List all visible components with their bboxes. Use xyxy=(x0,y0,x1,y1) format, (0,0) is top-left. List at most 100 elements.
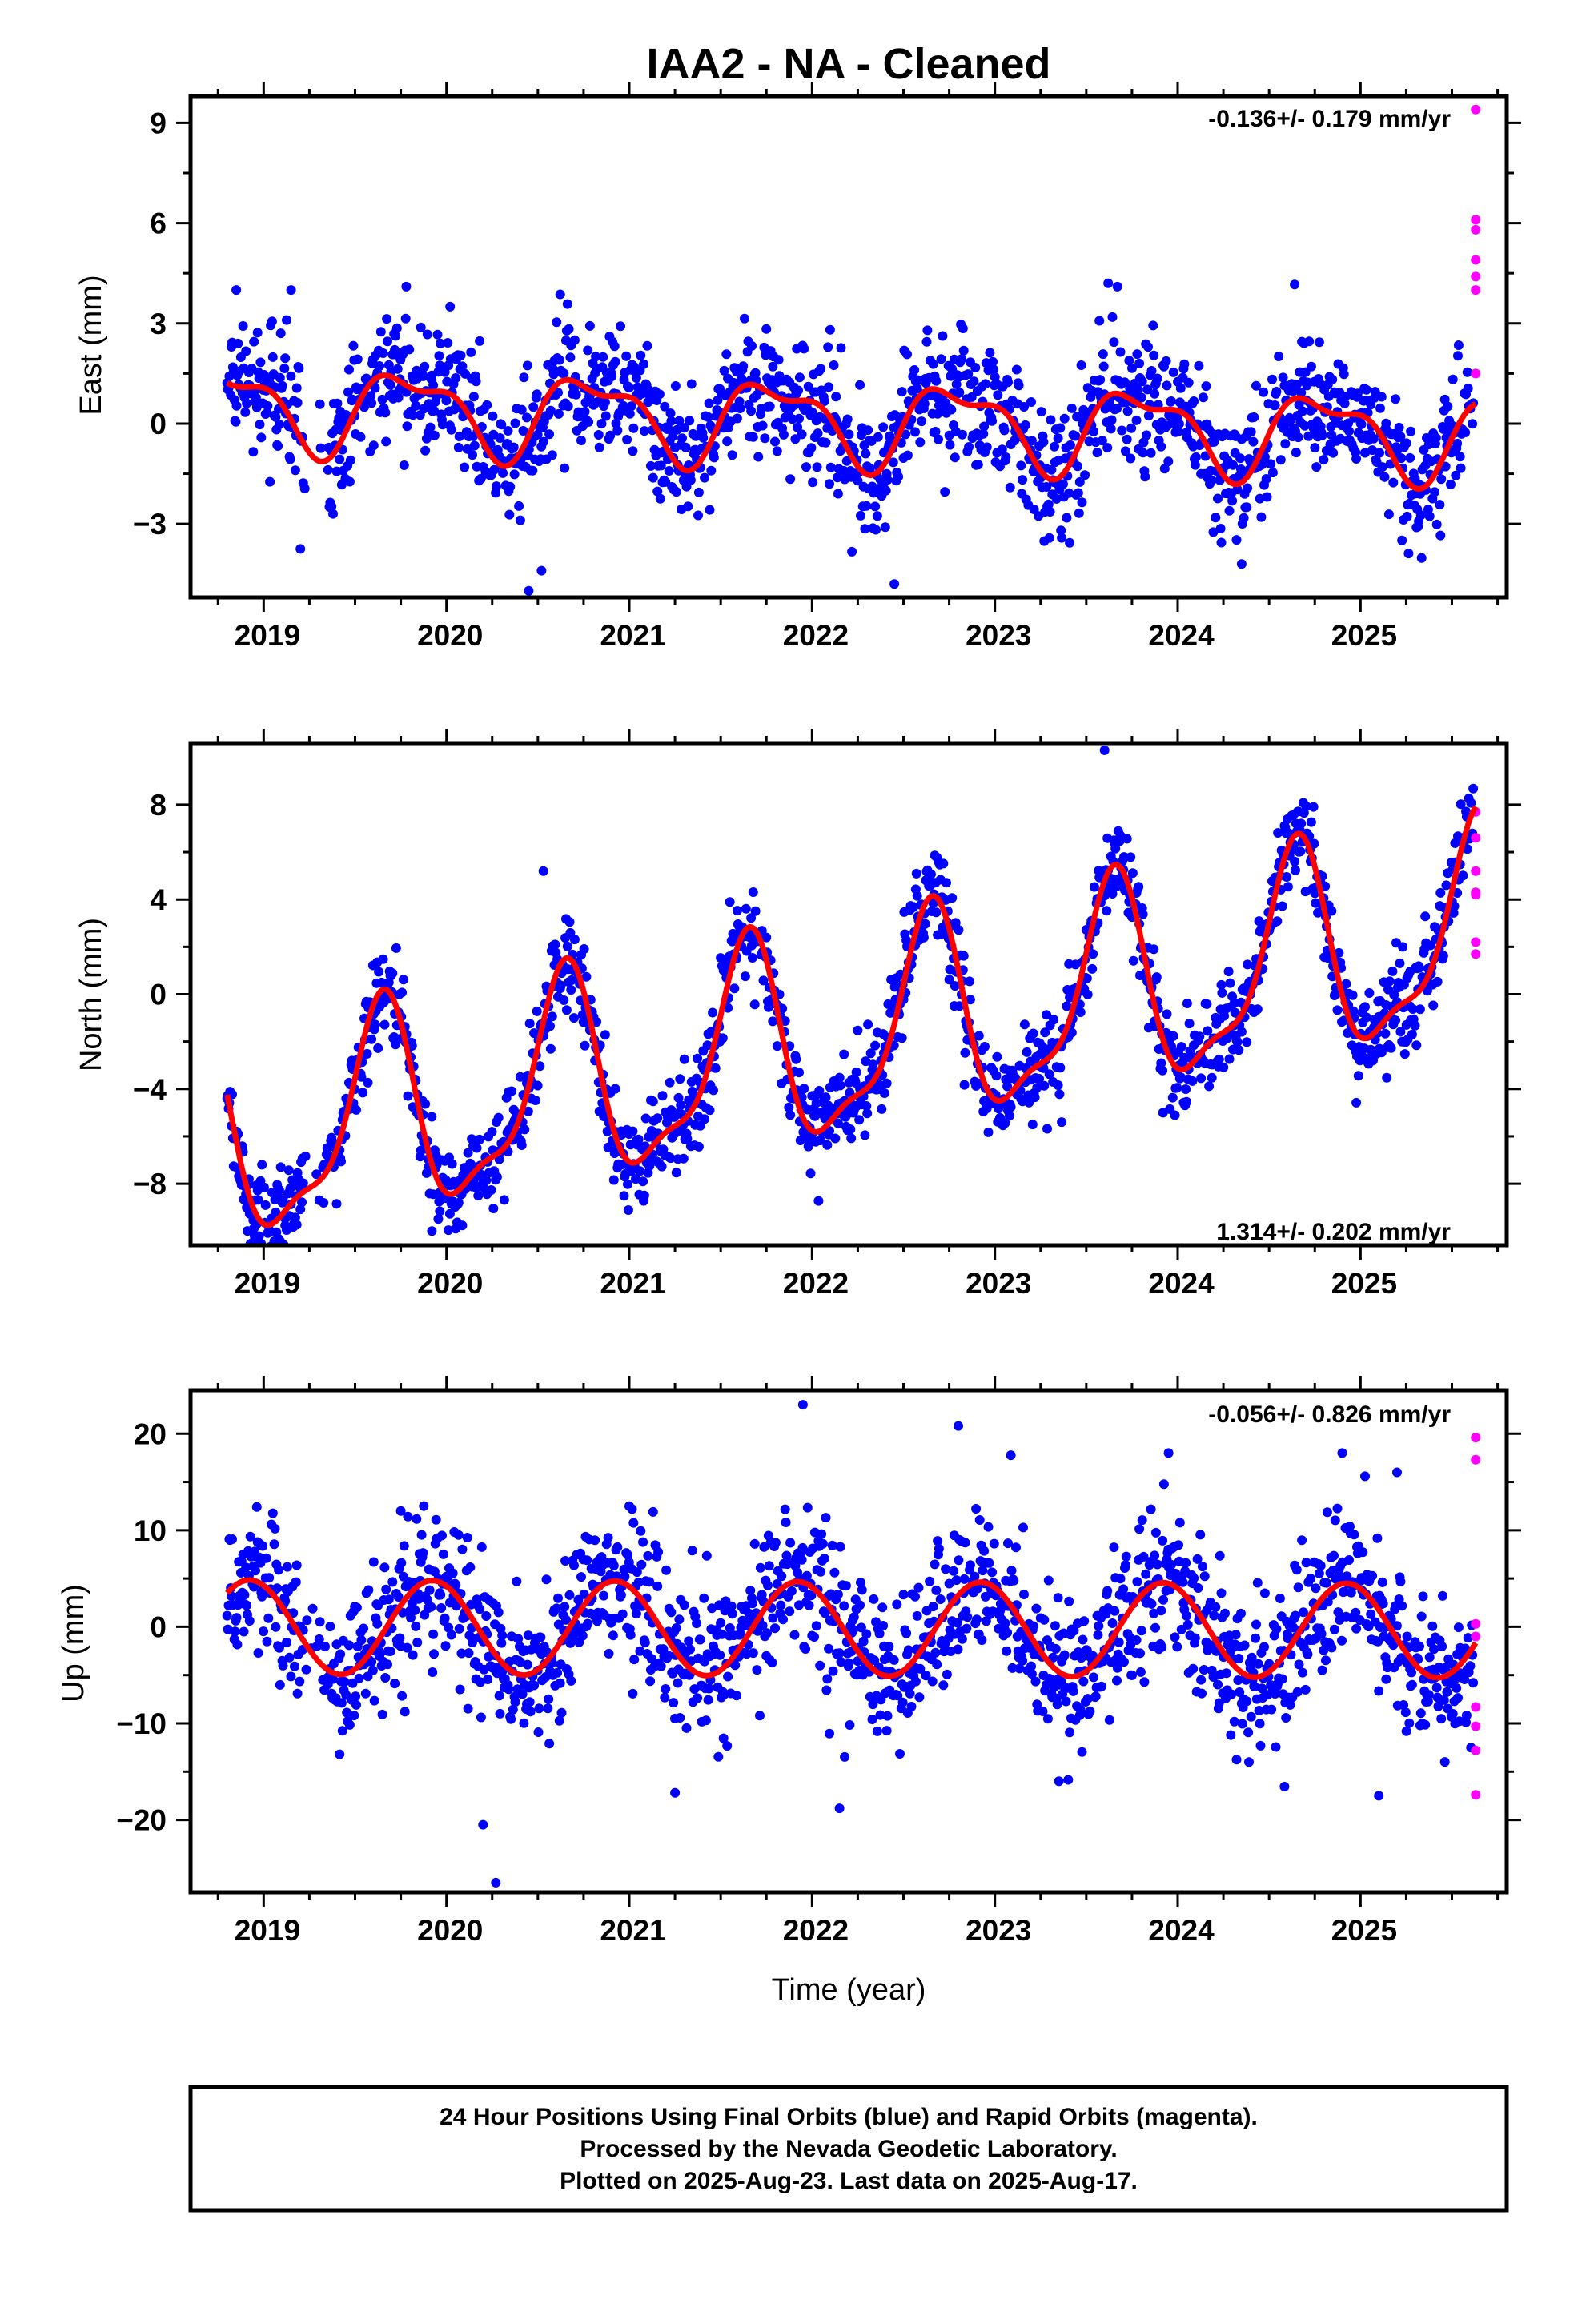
east-point xyxy=(1163,456,1174,467)
up-point xyxy=(934,1543,944,1554)
north-point xyxy=(1006,1102,1016,1112)
east-point xyxy=(1327,374,1338,384)
east-point xyxy=(1089,426,1098,436)
north-point xyxy=(813,1196,824,1206)
up-point xyxy=(1395,1577,1406,1586)
east-point xyxy=(685,475,696,485)
north-point xyxy=(1391,1015,1401,1026)
up-point xyxy=(952,1618,962,1628)
east-point xyxy=(1415,510,1426,521)
north-point xyxy=(814,1086,825,1096)
north-point xyxy=(710,1063,721,1073)
up-point xyxy=(1315,1561,1326,1571)
north-point xyxy=(1176,1042,1186,1052)
east-point xyxy=(910,427,920,437)
east-point xyxy=(1246,427,1256,437)
north-point xyxy=(1441,880,1452,891)
east-point xyxy=(719,365,729,376)
north-point xyxy=(1332,1005,1343,1015)
north-point xyxy=(331,1199,342,1209)
east-point xyxy=(1117,425,1127,436)
north-point xyxy=(1002,1081,1013,1092)
east-point xyxy=(1050,441,1059,452)
east-point xyxy=(335,454,345,464)
east-point xyxy=(1175,383,1186,393)
east-point xyxy=(966,392,977,402)
east-point xyxy=(757,420,768,431)
up-point xyxy=(716,1618,726,1628)
east-point xyxy=(429,430,440,440)
east-point xyxy=(1376,392,1387,402)
east-point xyxy=(1310,443,1320,453)
north-point xyxy=(1167,1092,1178,1103)
east-point xyxy=(888,457,898,468)
up-point xyxy=(970,1571,980,1582)
east-rapid-point xyxy=(1471,104,1481,115)
north-point xyxy=(1075,1007,1086,1017)
north-x-tick-label: 2019 xyxy=(235,1267,300,1300)
east-point xyxy=(436,338,446,348)
north-point xyxy=(854,1115,865,1125)
up-point xyxy=(715,1650,725,1660)
north-point xyxy=(1456,799,1466,810)
east-point xyxy=(1179,359,1190,369)
up-point xyxy=(320,1642,330,1651)
east-point xyxy=(611,418,621,428)
up-point xyxy=(1213,1679,1223,1690)
east-point xyxy=(773,355,784,365)
east-point xyxy=(348,340,359,351)
east-point xyxy=(740,313,749,324)
up-point xyxy=(541,1574,552,1585)
east-point xyxy=(1403,549,1414,559)
north-point xyxy=(1126,852,1136,862)
east-point xyxy=(978,428,989,439)
north-y-tick-label: −4 xyxy=(133,1073,167,1106)
east-point xyxy=(1463,384,1473,393)
north-point xyxy=(1172,1083,1182,1093)
north-point xyxy=(638,1176,648,1187)
east-point xyxy=(504,509,515,520)
up-point xyxy=(523,1630,533,1641)
up-point xyxy=(767,1658,777,1668)
up-point xyxy=(245,1531,255,1542)
up-point xyxy=(351,1699,361,1710)
north-point xyxy=(1110,843,1121,854)
up-point xyxy=(707,1603,717,1614)
up-point xyxy=(726,1601,737,1611)
east-point xyxy=(951,379,962,389)
east-point xyxy=(1077,497,1087,508)
up-point xyxy=(1078,1676,1089,1687)
up-point xyxy=(1199,1571,1210,1582)
north-point xyxy=(1407,1029,1417,1039)
up-point xyxy=(462,1533,472,1542)
up-point xyxy=(1431,1683,1442,1693)
east-point xyxy=(1131,415,1142,425)
north-point xyxy=(499,1195,509,1205)
north-point xyxy=(958,951,969,961)
up-point xyxy=(881,1726,892,1736)
up-point xyxy=(1401,1726,1411,1736)
up-point xyxy=(1192,1554,1203,1564)
north-point xyxy=(581,971,592,982)
north-point xyxy=(397,987,408,998)
east-point xyxy=(639,359,648,369)
east-point xyxy=(432,329,443,340)
east-point xyxy=(255,420,265,430)
up-point xyxy=(1285,1699,1295,1710)
east-point xyxy=(1339,369,1349,380)
up-point xyxy=(444,1622,454,1633)
up-point xyxy=(367,1665,378,1675)
up-point xyxy=(446,1630,456,1640)
up-point xyxy=(727,1609,737,1619)
north-point xyxy=(863,1019,873,1030)
east-point xyxy=(746,406,757,416)
up-point xyxy=(730,1660,741,1671)
north-point xyxy=(1207,1072,1217,1083)
up-point xyxy=(1314,1568,1324,1578)
east-point xyxy=(251,392,261,403)
east-point xyxy=(1143,342,1153,352)
up-point xyxy=(263,1613,274,1623)
east-point xyxy=(457,361,468,372)
north-point xyxy=(1219,1062,1229,1072)
east-point xyxy=(979,421,990,432)
